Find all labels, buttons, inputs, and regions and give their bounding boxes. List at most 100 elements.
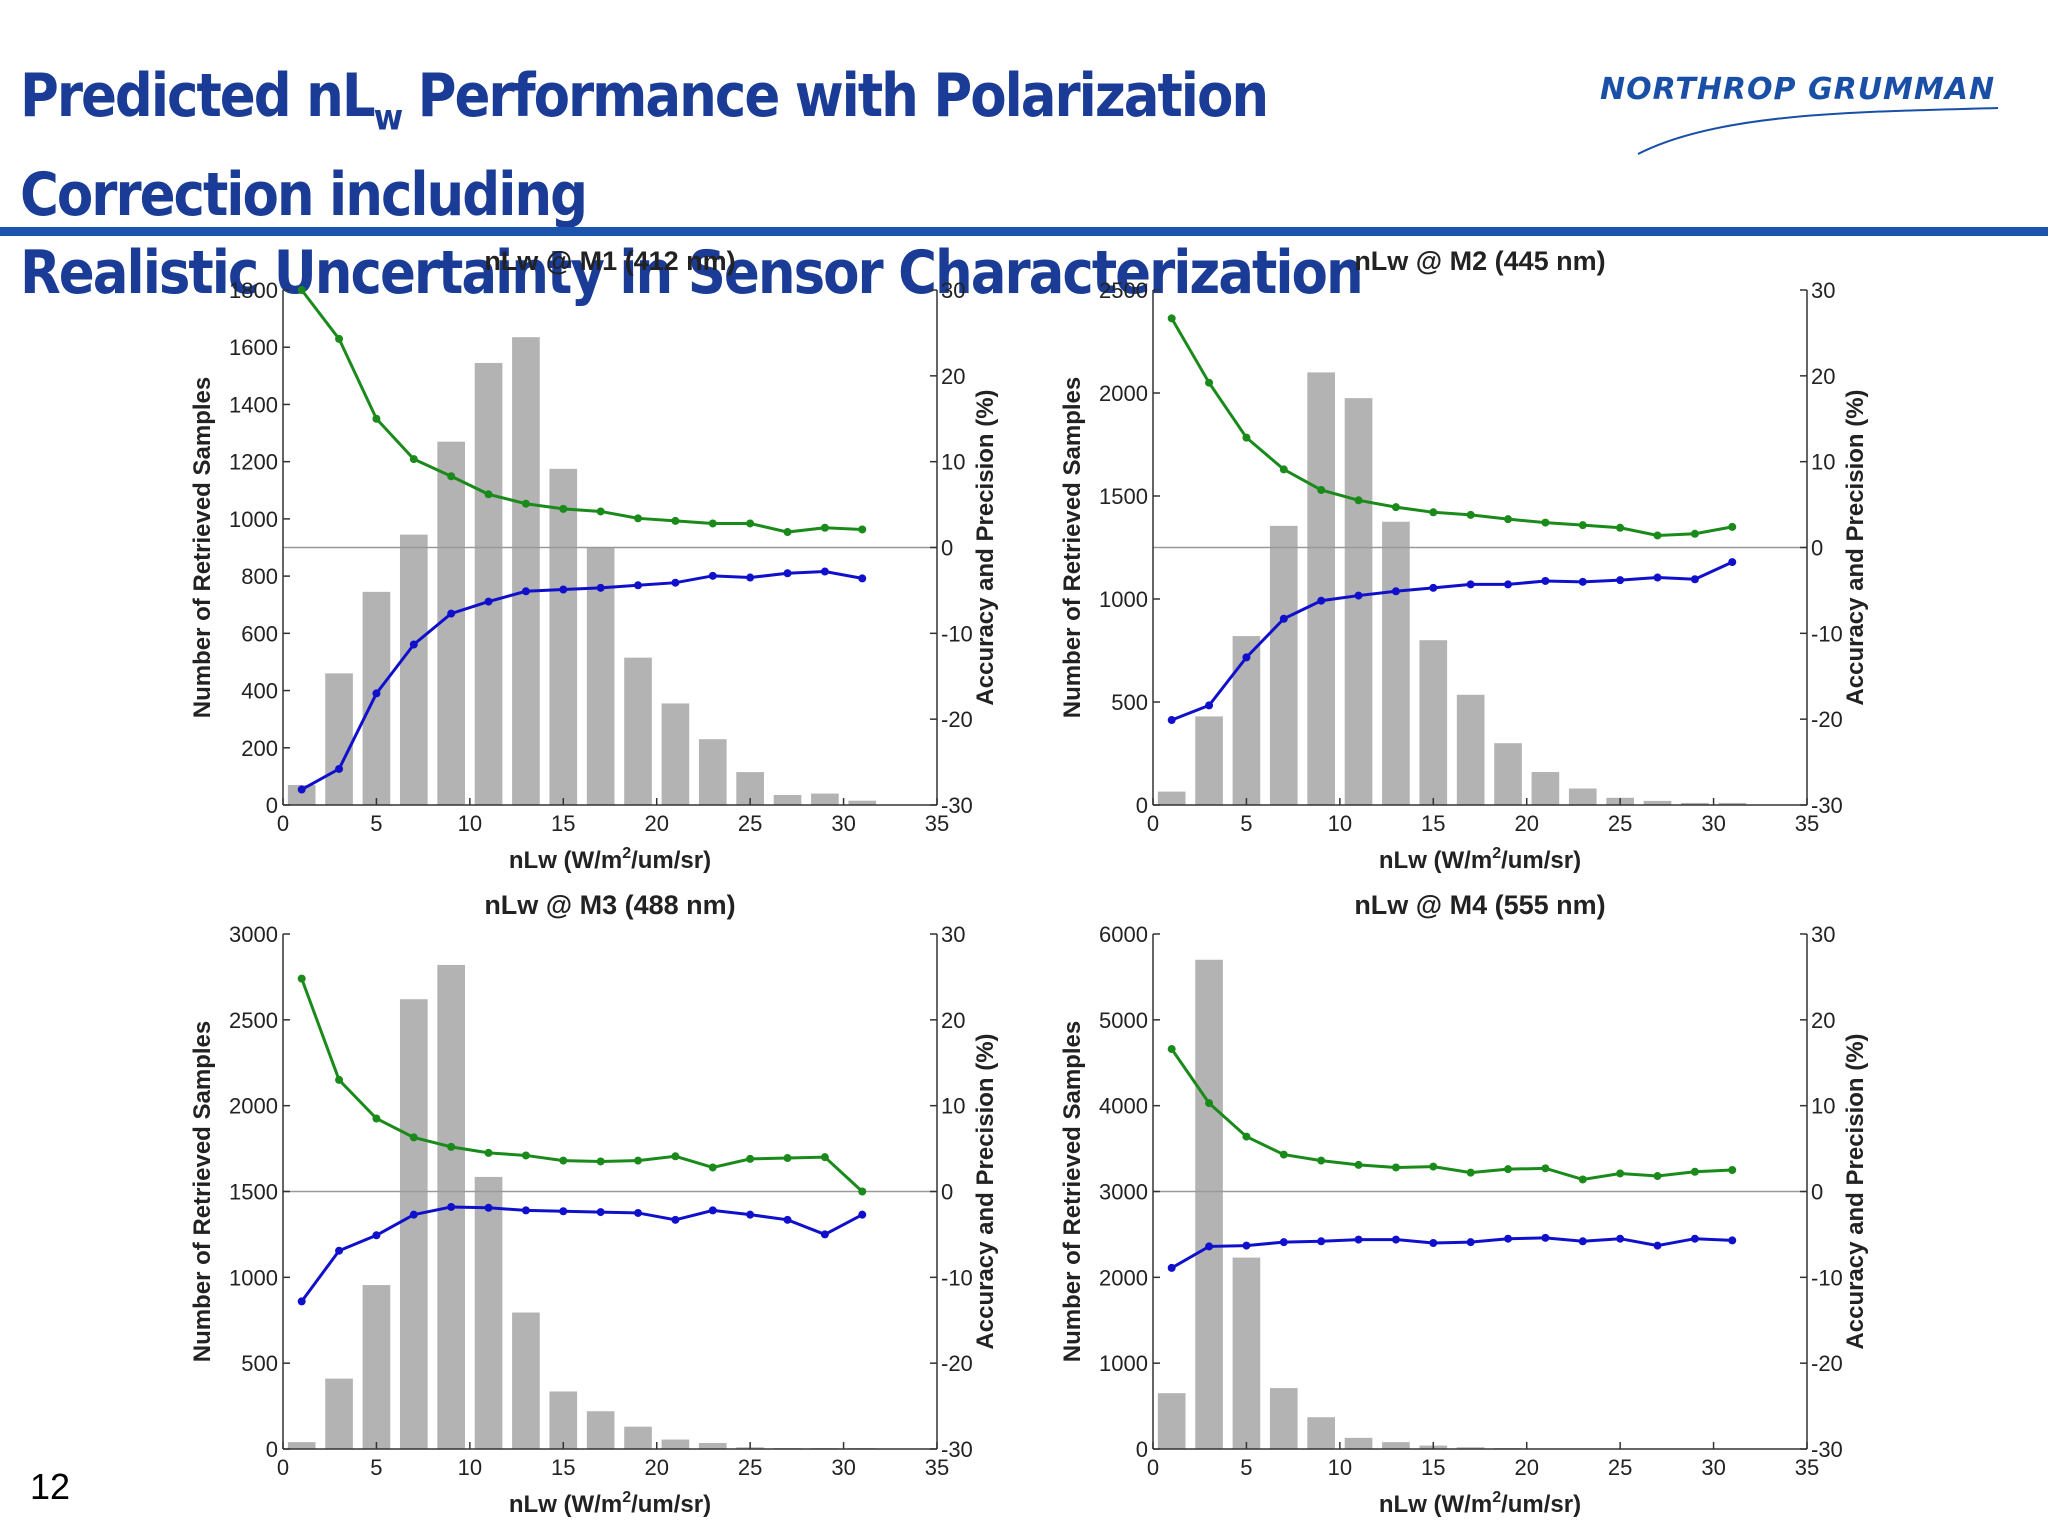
x-tick-label: 35 <box>1795 1455 1819 1480</box>
accuracy-point <box>708 519 717 528</box>
precision-point <box>596 583 605 592</box>
x-tick-label: 25 <box>1608 1455 1632 1480</box>
slide-number: 12 <box>30 1466 71 1507</box>
accuracy-point <box>1504 515 1513 524</box>
accuracy-line <box>1170 1048 1733 1182</box>
x-tick-label: 30 <box>1701 1455 1725 1480</box>
x-tick-label: 10 <box>458 811 482 836</box>
y-tick-label: 3000 <box>1099 1180 1148 1205</box>
y-axis-label: Number of Retrieved Samples <box>1059 1021 1086 1362</box>
precision-point <box>820 567 829 576</box>
y-tick-label: 800 <box>241 564 278 589</box>
histogram-bar <box>362 1285 391 1449</box>
accuracy-point <box>1429 1162 1438 1171</box>
y-tick-label: 6000 <box>1099 922 1148 947</box>
x-label-sup: 2 <box>1492 845 1501 862</box>
precision-point <box>1690 1234 1699 1243</box>
precision-point <box>1466 580 1475 589</box>
precision-point <box>1279 614 1288 623</box>
y-tick-label: 1600 <box>229 335 278 360</box>
y-tick-label: 0 <box>1136 1437 1148 1462</box>
histogram-bar <box>1344 1437 1373 1449</box>
y2-tick-label: 20 <box>941 364 965 389</box>
accuracy-point <box>372 1114 381 1123</box>
precision-point <box>1541 576 1550 585</box>
precision-line <box>1171 560 1733 722</box>
y2-tick-label: -10 <box>1811 621 1843 646</box>
precision-point <box>1653 1241 1662 1250</box>
histogram-bar <box>1681 802 1709 805</box>
precision-point <box>409 1210 418 1219</box>
accuracy-point <box>559 1156 568 1165</box>
accuracy-line <box>1170 317 1733 537</box>
accuracy-point <box>596 507 605 516</box>
precision-point <box>484 1203 493 1212</box>
x-tick-label: 10 <box>1328 811 1352 836</box>
accuracy-point <box>1653 531 1662 540</box>
y2-tick-label: -20 <box>1811 707 1843 732</box>
histogram-bar <box>1419 640 1448 805</box>
precision-point <box>708 1206 717 1215</box>
accuracy-point <box>447 472 456 481</box>
histogram-bar <box>661 1439 690 1449</box>
y-tick-label: 0 <box>1136 793 1148 818</box>
x-tick-label: 30 <box>831 811 855 836</box>
x-tick-label: 25 <box>1608 811 1632 836</box>
y2-tick-label: 10 <box>941 1094 965 1119</box>
accuracy-point <box>521 499 530 508</box>
title-line1-post: Performance with Polarization Correction… <box>20 62 1269 230</box>
accuracy-point <box>671 516 680 525</box>
histogram-bar <box>1494 743 1522 805</box>
histogram-bar <box>1195 959 1223 1449</box>
precision-point <box>1690 575 1699 584</box>
title-line1-pre: Predicted nL <box>20 62 376 131</box>
precision-point <box>1242 1241 1251 1250</box>
precision-point <box>596 1208 605 1217</box>
histogram-bar <box>848 800 877 805</box>
y2-tick-label: -30 <box>941 1437 973 1462</box>
histogram-bar <box>1456 1447 1485 1449</box>
y2-tick-label: -10 <box>941 1265 973 1290</box>
precision-point <box>1317 1237 1326 1246</box>
x-label-post: /um/sr) <box>631 847 711 874</box>
accuracy-point <box>708 1163 717 1172</box>
accuracy-point <box>1690 1167 1699 1176</box>
precision-point <box>1205 701 1214 710</box>
x-tick-label: 10 <box>1328 1455 1352 1480</box>
histogram-bar <box>811 793 839 805</box>
chart-m1: nLw @ M1 (412 nm) 0 200 400 600 800 1000 1200 14… <box>180 238 1040 878</box>
precision-point <box>1504 580 1513 589</box>
precision-point <box>1279 1238 1288 1247</box>
y2-tick-label: -20 <box>1811 1351 1843 1376</box>
accuracy-point <box>1728 1166 1737 1175</box>
header-rule <box>0 227 2048 236</box>
x-tick-label: 20 <box>644 1455 668 1480</box>
y-axis-label: Number of Retrieved Samples <box>189 377 216 718</box>
histogram-bar <box>362 591 391 805</box>
x-tick-label: 0 <box>1147 811 1159 836</box>
y-tick-label: 4000 <box>1099 1094 1148 1119</box>
accuracy-point <box>1391 503 1400 512</box>
x-tick-label: 0 <box>1147 1455 1159 1480</box>
y2-tick-label: -30 <box>1811 793 1843 818</box>
y-tick-label: 1000 <box>1099 587 1148 612</box>
precision-point <box>1205 1242 1214 1251</box>
y-tick-label: 1000 <box>229 1265 278 1290</box>
histogram-bar <box>512 337 540 805</box>
precision-point <box>297 1297 306 1306</box>
accuracy-point <box>1690 529 1699 538</box>
accuracy-point <box>1466 510 1475 519</box>
histogram-bar <box>1718 802 1747 805</box>
x-label-sup: 2 <box>1492 1489 1501 1506</box>
x-tick-label: 30 <box>831 1455 855 1480</box>
x-label-pre: nLw (W/m <box>509 1491 622 1518</box>
title-line2: Realistic Uncertainty in Sensor Characte… <box>20 239 1364 308</box>
x-axis-label: nLw (W/m2/um/sr) <box>509 1489 711 1518</box>
histogram-bar <box>773 794 802 805</box>
y-tick-label: 1500 <box>1099 484 1148 509</box>
accuracy-point <box>372 414 381 423</box>
precision-point <box>1429 583 1438 592</box>
x-tick-label: 35 <box>925 811 949 836</box>
y-tick-label: 5000 <box>1099 1008 1148 1033</box>
precision-point <box>820 1230 829 1239</box>
